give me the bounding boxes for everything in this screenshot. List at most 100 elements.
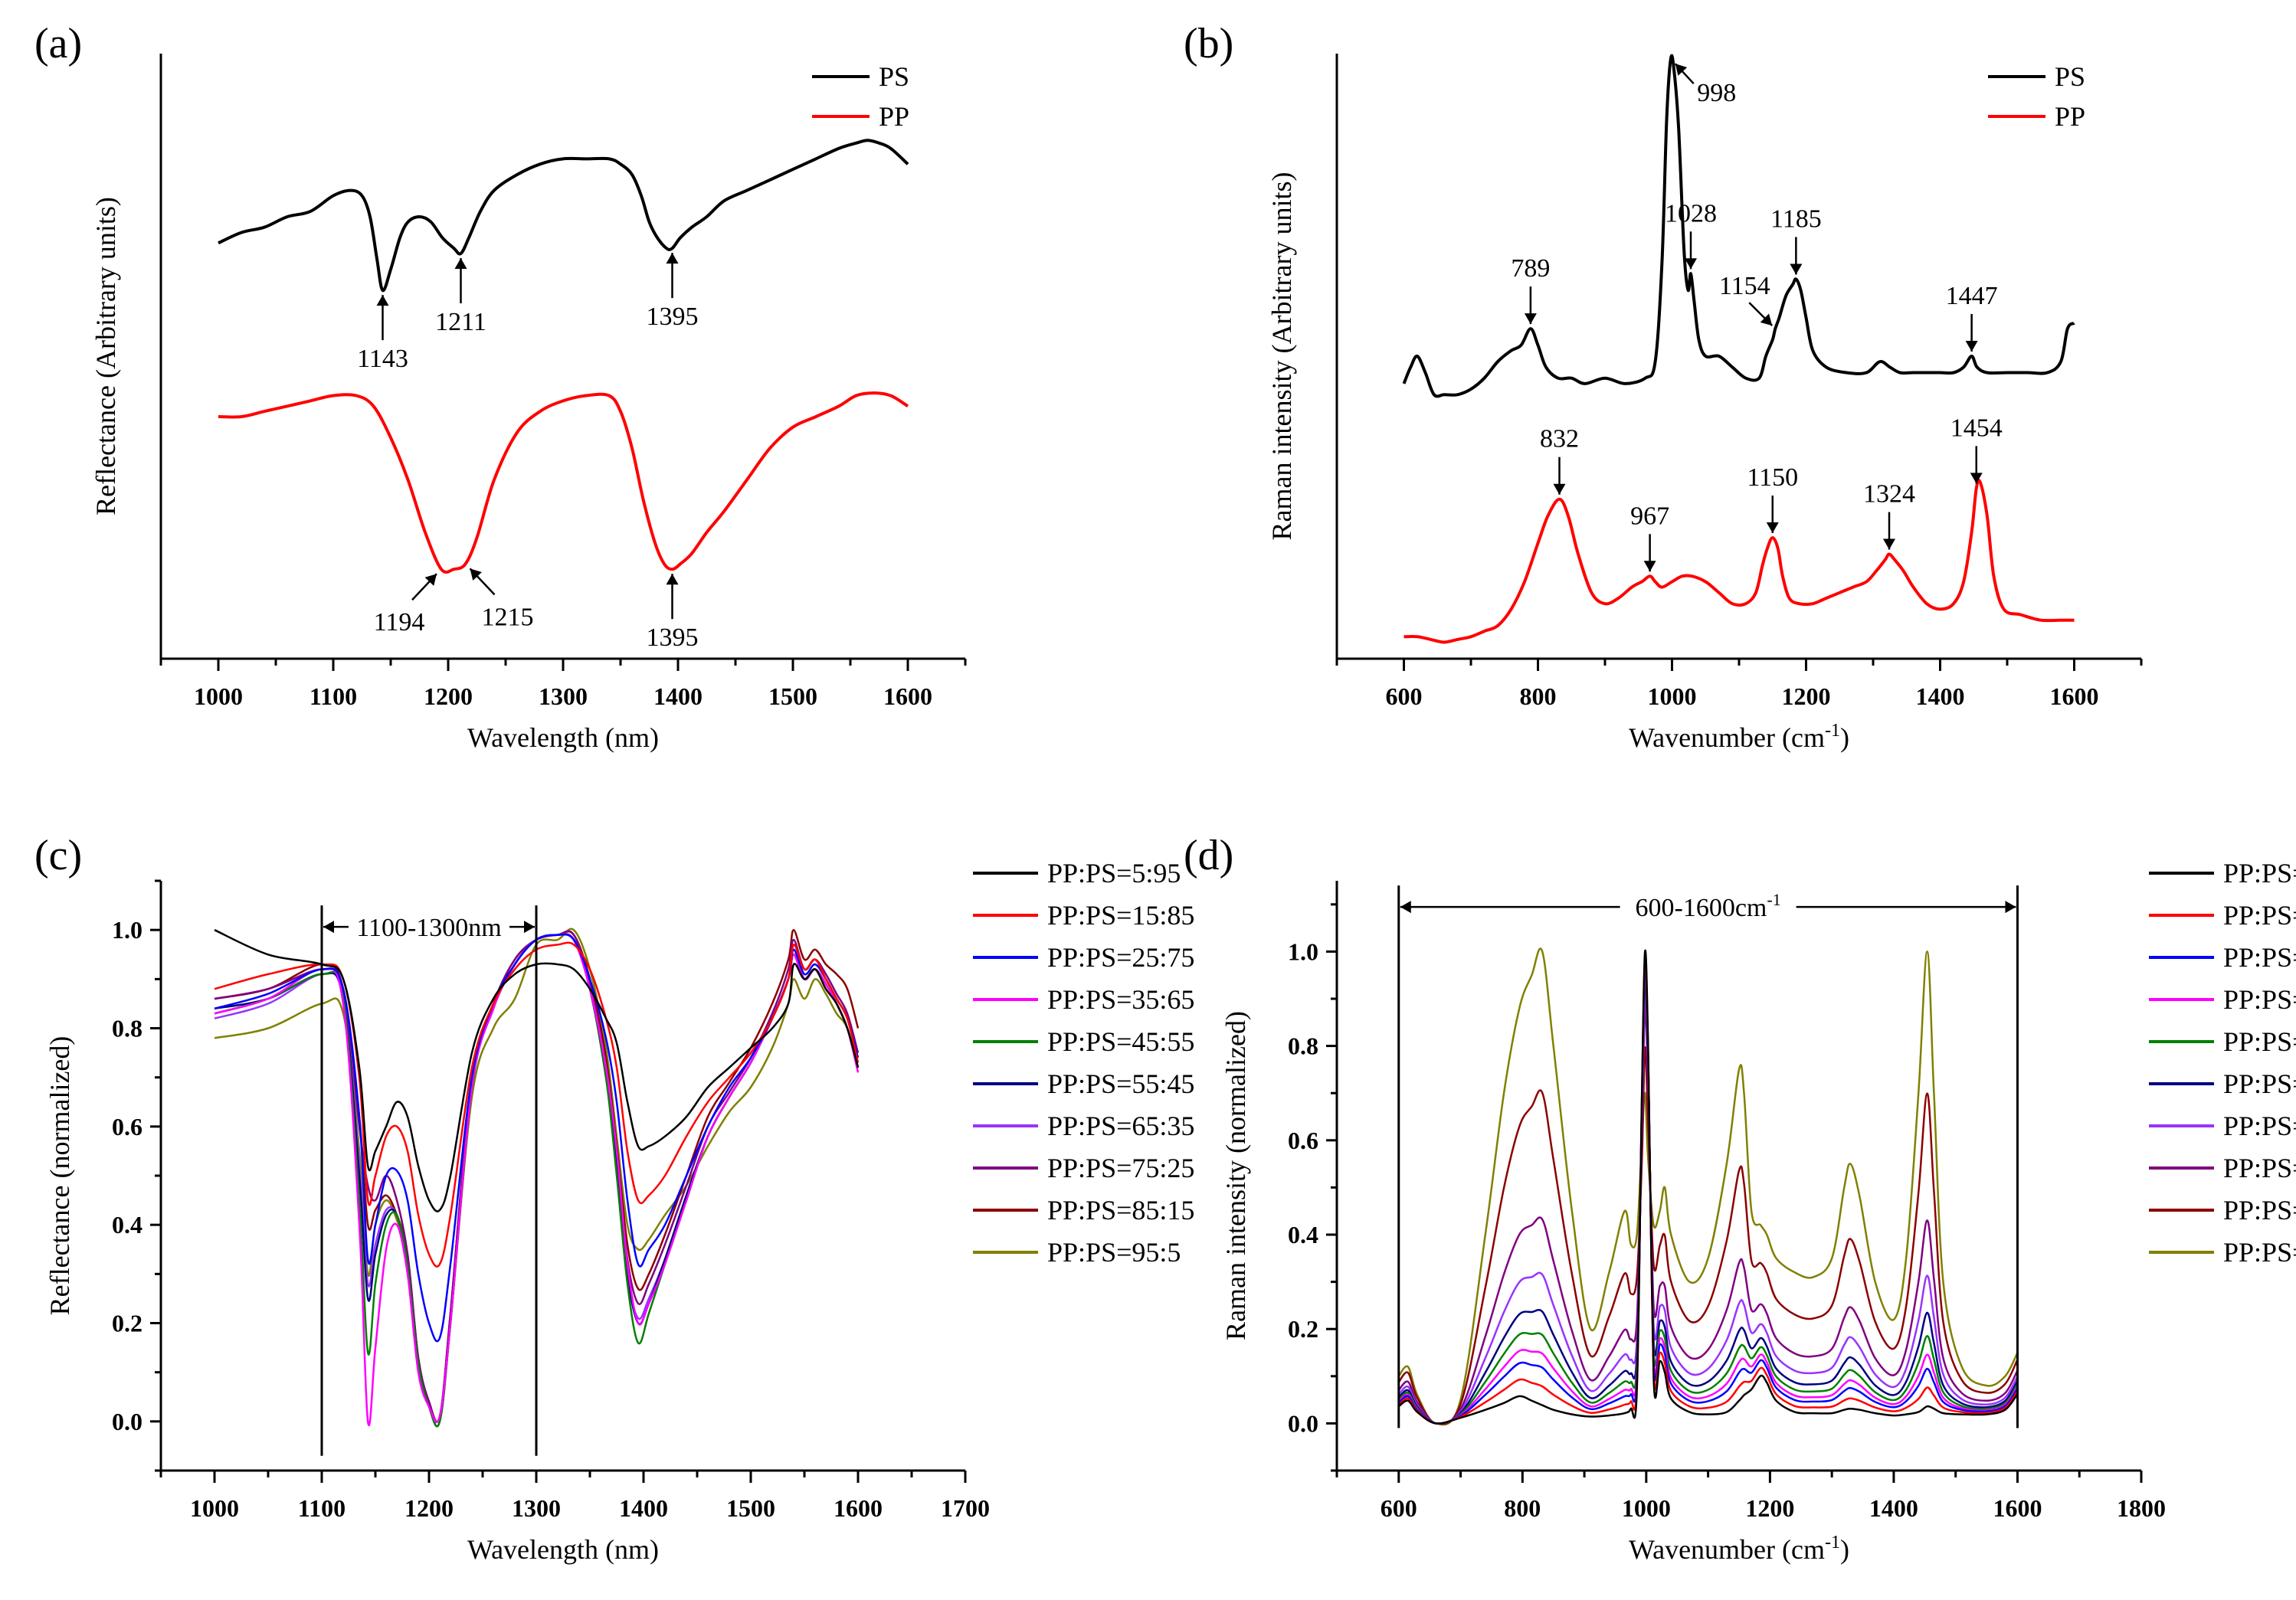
legend-label: PP:PS=15:85 <box>2223 900 2296 931</box>
annotation-arrow-head <box>1760 313 1773 326</box>
range-arrow-right-head <box>2005 901 2016 914</box>
y-tick-label: 0.0 <box>112 1408 142 1435</box>
series-line-PP:PS=15:85 <box>214 941 860 1268</box>
series-line-PS <box>218 139 909 293</box>
series-lines <box>214 928 860 1428</box>
y-tick-label: 0.4 <box>1288 1221 1318 1248</box>
annotation-label: 967 <box>1630 502 1669 530</box>
x-tick-label: 1200 <box>405 1494 454 1522</box>
legend-label: PP:PS=45:55 <box>2223 1026 2296 1057</box>
legend-label: PP <box>879 101 909 132</box>
x-tick-label: 1200 <box>1745 1494 1794 1522</box>
series-line-PP:PS=65:35 <box>1397 989 2019 1425</box>
legend-label: PP:PS=35:65 <box>1047 984 1194 1015</box>
panel-label: (b) <box>1184 20 1233 67</box>
x-tick-label: 800 <box>1520 682 1557 710</box>
legend-label: PP:PS=85:15 <box>1047 1195 1194 1225</box>
panel-b: (b) 600 800 1000 1200 1400 1600 Wavenumber (cm-… <box>1184 20 2143 753</box>
x-tick-label: 1700 <box>941 1494 990 1522</box>
legend-label: PP:PS=55:45 <box>2223 1068 2296 1099</box>
series-lines <box>1402 54 2075 644</box>
annotation-arrow-head <box>376 295 389 306</box>
y-tick-label: 1.0 <box>1288 937 1318 965</box>
legend-label: PP:PS=25:75 <box>2223 942 2296 973</box>
annotation-arrow-head <box>1553 483 1566 495</box>
x-tick-label: 1400 <box>1916 682 1965 710</box>
x-tick-label: 1400 <box>619 1494 668 1522</box>
legend-label: PP:PS=5:95 <box>1047 858 1181 888</box>
panel-a: (a) 1000 1100 1200 1300 1400 1500 1600 Wavelengt… <box>34 20 967 753</box>
legend-label: PP <box>2055 101 2085 132</box>
annotation-label: 789 <box>1511 254 1550 283</box>
series-line-PP:PS=5:95 <box>1398 949 2019 1425</box>
annotations: 1143 1211 1395 1194 1215 1395 <box>357 253 699 652</box>
range-bracket: 1100-1300nm <box>320 905 538 1456</box>
range-label-bg <box>349 910 509 941</box>
y-tick-label: 0.8 <box>112 1015 142 1042</box>
annotation-arrow-head <box>666 574 679 585</box>
panel-label: (a) <box>34 20 82 67</box>
legend: PS PP <box>1988 61 2085 132</box>
x-axis-label: Wavenumber (cm-1) <box>1629 1533 1849 1565</box>
annotation-label: 998 <box>1697 79 1736 107</box>
annotation-label: 1150 <box>1747 463 1798 492</box>
panel-c: (c) 1000 1100 1200 1300 1400 1500 1600 1700 0.0 0.… <box>34 832 1194 1565</box>
annotation-arrow-head <box>1883 538 1895 550</box>
x-tick-label: 1000 <box>194 682 243 710</box>
legend-label: PP:PS=75:25 <box>2223 1153 2296 1183</box>
annotation-label: 1143 <box>357 345 408 373</box>
annotation-label: 1215 <box>482 603 534 631</box>
y-tick-label: 0.4 <box>112 1211 142 1238</box>
x-tick-label: 600 <box>1386 682 1423 710</box>
y-tick-label: 0.6 <box>112 1113 142 1140</box>
legend: PP:PS=5:95 PP:PS=15:85 PP:PS=25:75 PP:PS=35… <box>2149 858 2296 1268</box>
panel-label: (c) <box>34 832 82 879</box>
x-tick-label: 1600 <box>2050 682 2099 710</box>
annotation-label: 1395 <box>647 623 699 652</box>
y-axis-label: Raman intensity (normalized) <box>1220 1011 1251 1340</box>
x-tick-label: 1200 <box>424 682 473 710</box>
legend-label: PP:PS=15:85 <box>1047 900 1194 931</box>
legend-label: PP:PS=75:25 <box>1047 1153 1194 1183</box>
x-axis-label: Wavelength (nm) <box>467 1534 659 1565</box>
annotation-arrow-head <box>454 258 467 270</box>
y-tick-label: 0.0 <box>1288 1409 1318 1437</box>
series-line-PP:PS=75:25 <box>1397 1006 2019 1425</box>
x-tick-label: 1100 <box>298 1494 346 1522</box>
annotation-arrow-head <box>666 253 679 264</box>
series-line-PP <box>1403 478 2075 644</box>
y-axis-label: Reflectance (Arbitrary units) <box>90 197 121 515</box>
annotation-label: 1447 <box>1946 282 1998 310</box>
x-axis-label: Wavelength (nm) <box>467 722 659 753</box>
series-line-PP:PS=5:95 <box>214 929 860 1212</box>
annotation-arrow-head <box>1524 313 1537 325</box>
annotation-arrow-head <box>470 568 482 581</box>
range-label-sup: -1 <box>1767 890 1780 909</box>
y-tick-label: 1.0 <box>112 916 142 944</box>
panel-label: (d) <box>1184 832 1233 879</box>
series-line-PP:PS=95:5 <box>1397 947 2019 1426</box>
legend-label: PP:PS=95:5 <box>1047 1237 1181 1268</box>
y-axis-label: Raman intensity (Arbitrary units) <box>1266 172 1297 541</box>
annotation-label: 1395 <box>647 303 699 331</box>
x-tick-label: 1500 <box>768 682 817 710</box>
legend-label: PP:PS=65:35 <box>1047 1111 1194 1141</box>
legend: PP:PS=5:95 PP:PS=15:85 PP:PS=25:75 PP:PS=35… <box>973 858 1194 1268</box>
legend-label: PP:PS=55:45 <box>1047 1068 1194 1099</box>
legend-label: PP:PS=35:65 <box>2223 984 2296 1015</box>
x-axis-label: Wavenumber (cm-1) <box>1629 721 1849 753</box>
x-tick-label: 1600 <box>1993 1494 2042 1522</box>
legend-label: PP:PS=65:35 <box>2223 1111 2296 1141</box>
annotation-arrow-head <box>1970 473 1983 484</box>
series-line-PS <box>1402 54 2075 398</box>
x-tick-label: 1500 <box>726 1494 775 1522</box>
series-line-PP:PS=45:55 <box>1397 970 2019 1425</box>
annotation-arrow-head <box>424 574 437 586</box>
annotation-arrow-head <box>1766 522 1779 533</box>
range-label: 600-1600cm-1 <box>1636 890 1781 922</box>
series-line-PP:PS=15:85 <box>1398 955 2019 1425</box>
y-tick-label: 0.2 <box>112 1310 142 1337</box>
y-axis-label: Reflectance (normalized) <box>44 1036 75 1316</box>
series-line-PP:PS=75:25 <box>214 930 860 1423</box>
range-bracket: 600-1600cm-1 <box>1397 885 2019 1428</box>
